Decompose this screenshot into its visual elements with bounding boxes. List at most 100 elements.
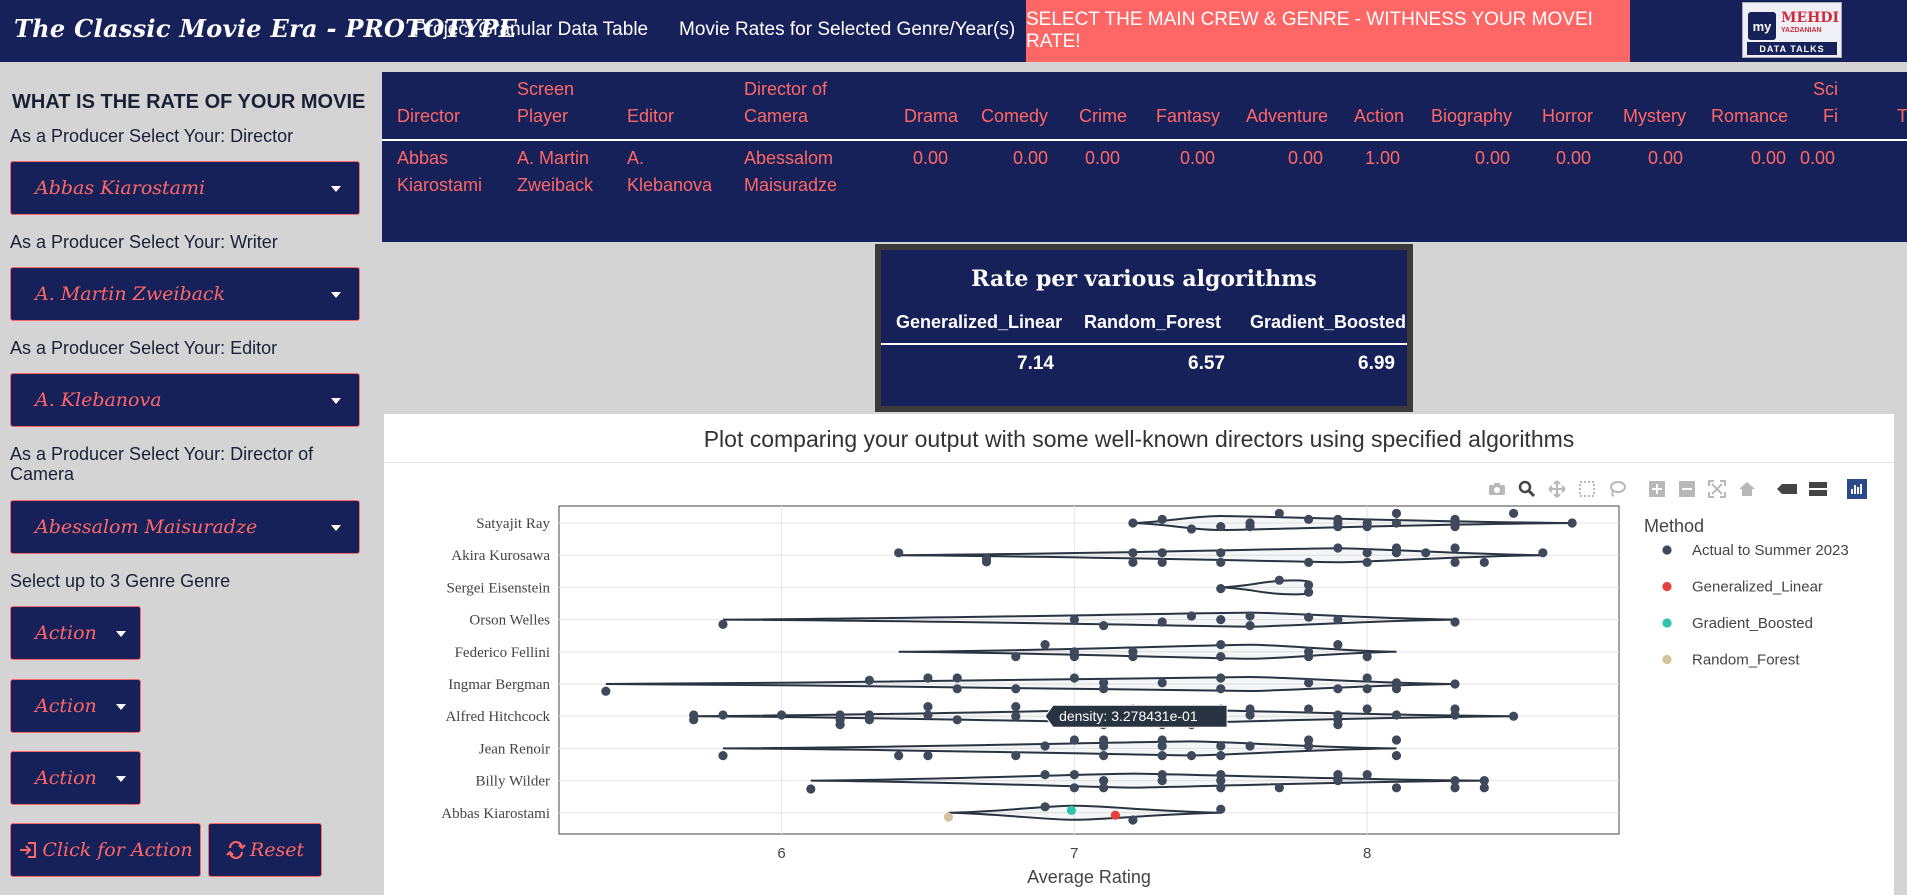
hover-closest-icon[interactable] (1776, 478, 1798, 500)
data-point (1216, 548, 1226, 558)
data-point (1216, 684, 1226, 694)
legend-marker (1662, 618, 1672, 628)
nav-granular-data-table[interactable]: Project Granular Data Table (414, 19, 649, 40)
zoom-out-icon[interactable] (1676, 478, 1698, 500)
y-category-label: Ingmar Bergman (448, 677, 550, 693)
data-point (1391, 508, 1402, 518)
col-comedy[interactable]: Comedy (980, 106, 1048, 126)
col-director-of-camera[interactable]: Director of Camera (744, 76, 827, 130)
nav-select-crew-genre[interactable]: SELECT THE MAIN CREW & GENRE - WITHNESS … (1026, 0, 1630, 62)
data-point (1040, 770, 1050, 780)
caret-down-icon (331, 292, 341, 298)
reset-axes-icon[interactable] (1736, 478, 1758, 500)
data-point (1362, 704, 1372, 714)
violin-scatter-chart: Satyajit Ray Akira Kurosawa Sergei Eisenst… (441, 505, 1849, 887)
writer-select[interactable]: A. Martin Zweiback (10, 267, 360, 321)
col-generalized-linear: Generalized_Linear (896, 312, 1063, 332)
brand-title[interactable]: The Classic Movie Era - PROTOTYPE (14, 14, 518, 43)
col-action[interactable]: Action (1353, 106, 1404, 126)
autoscale-icon[interactable] (1706, 478, 1728, 500)
col-mystery[interactable]: Mystery (1623, 106, 1686, 126)
col-screen-player[interactable]: Screen Player (517, 76, 574, 130)
data-point (1099, 776, 1109, 786)
data-point (1450, 776, 1460, 786)
data-point (894, 548, 904, 558)
data-point (1069, 615, 1079, 625)
col-sci-fi[interactable]: Sci Fi (1793, 76, 1838, 130)
lasso-icon[interactable] (1606, 478, 1628, 500)
col-romance[interactable]: Romance (1710, 106, 1788, 126)
click-for-action-button[interactable]: Click for Action (10, 823, 201, 877)
data-point (1216, 615, 1226, 625)
data-point (1186, 751, 1197, 761)
col-biography[interactable]: Biography (1430, 106, 1512, 126)
data-point (864, 675, 874, 685)
rate-table-divider (881, 343, 1407, 345)
nav-movie-rates[interactable]: Movie Rates for Selected Genre/Year(s) (679, 19, 1016, 40)
data-point (1157, 741, 1167, 751)
legend-marker (1662, 581, 1672, 592)
sidebar-panel: WHAT IS THE RATE OF YOUR MOVIE As a Prod… (0, 62, 372, 895)
data-point (1304, 652, 1314, 662)
genre-select-2[interactable]: Action (10, 679, 141, 733)
data-point (1304, 514, 1314, 524)
data-point (1362, 522, 1372, 532)
data-point (1450, 543, 1460, 553)
col-director[interactable]: Director (397, 106, 461, 126)
genre-select-1[interactable]: Action (10, 606, 141, 660)
camera-select-label: As a Producer Select Your: Director of C… (10, 444, 313, 484)
col-horror[interactable]: Horror (1541, 106, 1593, 126)
pan-icon[interactable] (1546, 478, 1568, 500)
zoom-icon[interactable] (1516, 478, 1538, 500)
camera-select[interactable]: Abessalom Maisuradze (10, 500, 360, 554)
editor-select[interactable]: A. Klebanova (10, 373, 360, 427)
camera-icon[interactable] (1486, 478, 1508, 500)
caret-down-icon (116, 776, 126, 782)
data-point (943, 812, 954, 822)
col-scifi-line1: Sci (1812, 79, 1838, 99)
data-point (923, 702, 933, 712)
col-crime[interactable]: Crime (1079, 106, 1127, 126)
data-point (1362, 684, 1372, 694)
data-point (1538, 548, 1548, 558)
x-tick-label: 6 (777, 845, 785, 862)
col-drama[interactable]: Drama (903, 106, 958, 126)
box-select-icon[interactable] (1576, 478, 1598, 500)
data-point (718, 751, 728, 761)
cell-horror: 0.00 (1555, 148, 1591, 168)
cell-romance: 0.00 (1750, 148, 1786, 168)
rate-table-title: Rate per various algorithms (971, 266, 1317, 292)
zoom-in-icon[interactable] (1646, 478, 1668, 500)
genre-select-3[interactable]: Action (10, 751, 141, 805)
data-point (1128, 815, 1138, 825)
cell-adventure: 0.00 (1287, 148, 1323, 168)
data-point (718, 710, 728, 720)
hover-compare-icon[interactable] (1806, 478, 1828, 500)
data-point (1508, 508, 1519, 518)
data-point (1245, 621, 1255, 631)
col-editor[interactable]: Editor (627, 106, 675, 126)
data-point (1011, 711, 1021, 721)
cell-mystery: 0.00 (1647, 148, 1683, 168)
director-select[interactable]: Abbas Kiarostami (10, 161, 360, 215)
data-point (1450, 557, 1460, 567)
col-fantasy[interactable]: Fantasy (1155, 106, 1220, 126)
data-point (1216, 776, 1226, 786)
x-tick-label: 7 (1070, 845, 1078, 862)
data-point (1450, 522, 1460, 532)
data-point (1099, 621, 1109, 631)
col-adventure[interactable]: Adventure (1245, 106, 1328, 126)
data-point (1304, 741, 1314, 751)
cell-scifi: 0.00 (1799, 148, 1835, 168)
reset-button[interactable]: Reset (208, 823, 322, 877)
cell-camera-line1: Abessalom (744, 148, 834, 168)
plotly-logo-icon[interactable] (1846, 478, 1868, 500)
data-point (1245, 522, 1255, 532)
col-truncated[interactable]: T (1897, 106, 1907, 126)
cell-action: 1.00 (1364, 148, 1400, 168)
violin-shape (722, 740, 1397, 757)
data-point (1066, 805, 1077, 815)
cell-director: Abbas Kiarostami (397, 145, 482, 199)
legend-entry: Generalized_Linear (1692, 579, 1823, 596)
y-category-label: Sergei Eisenstein (447, 580, 551, 596)
